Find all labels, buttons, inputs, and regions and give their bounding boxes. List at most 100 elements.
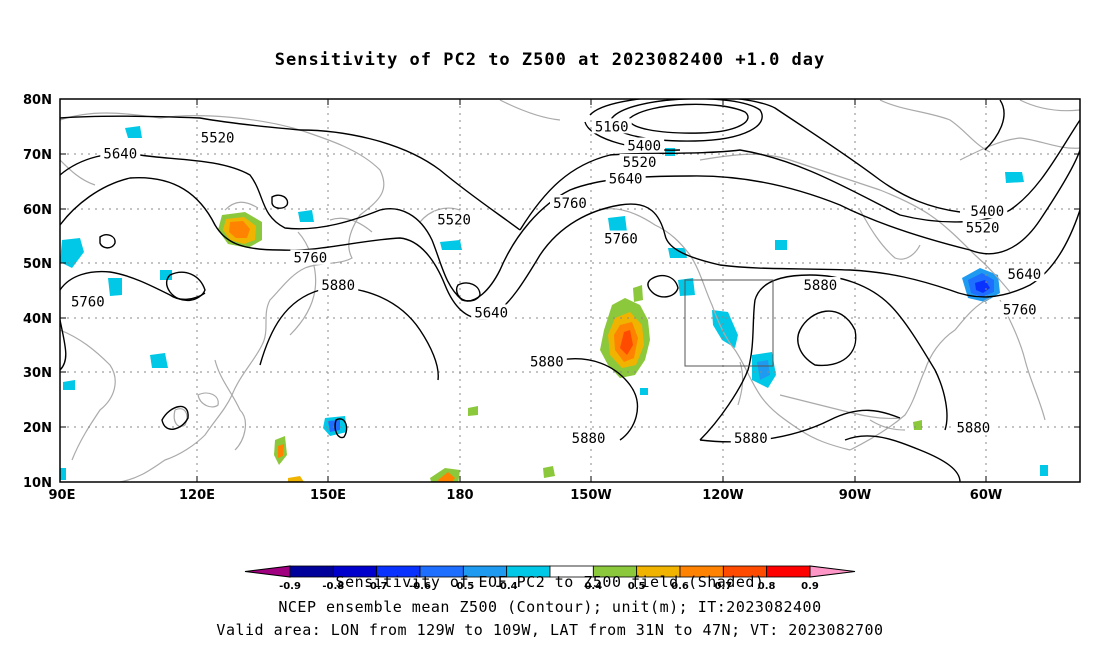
contour-5280	[609, 99, 763, 142]
contour-5760b	[60, 270, 206, 300]
caption-shading: Sensitivity of EOF PC2 to Z500 field (Sh…	[335, 573, 765, 591]
contour-label: 5880	[734, 431, 768, 447]
colorbar-label: 0.5	[628, 581, 646, 592]
shade-negative-region	[108, 278, 122, 296]
map-frame	[59, 98, 1081, 483]
contour-label: 5520	[623, 155, 657, 171]
longitude-labels: 90E 120E 150E 180 150W 120W 90W 60W	[49, 488, 1003, 503]
contour-label-bg	[953, 419, 994, 435]
contour-label: 5640	[474, 305, 508, 321]
coastlines	[60, 99, 1080, 482]
contour-label-bg	[800, 277, 841, 293]
sensitivity-shading	[60, 126, 1048, 482]
contour-5880j	[984, 99, 1005, 151]
colorbar-label: 0.9	[801, 581, 819, 592]
contour-label-bg	[550, 194, 590, 210]
contour-label-bg	[591, 118, 632, 134]
map-title: Sensitivity of PC2 to Z500 at 2023082400…	[274, 50, 826, 70]
contour-label-bg	[568, 430, 609, 446]
lon-label: 60W	[970, 488, 1002, 503]
contour-label-bg	[730, 430, 771, 446]
contour-label-bg	[962, 219, 1003, 235]
latitude-labels: 80N 70N 60N 50N 40N 30N 20N 10N	[23, 93, 52, 491]
z500-contours	[60, 99, 1080, 482]
lon-label: 90E	[49, 488, 76, 503]
contour-5880f	[797, 310, 857, 367]
contour-label-bg	[624, 137, 665, 153]
lon-label: 180	[446, 488, 473, 503]
contour-5160	[628, 103, 749, 134]
contour-label-bg	[1004, 266, 1045, 282]
colorbar-label: 0.6	[671, 581, 689, 592]
contour-label: 5760	[604, 232, 638, 248]
contour-label-bg	[605, 170, 646, 186]
shade-positive-region	[620, 330, 633, 355]
shade-negative-region	[60, 238, 84, 268]
contour-label-bg	[318, 277, 359, 293]
contour-5880h	[334, 418, 348, 439]
contour-label: 5760	[553, 196, 587, 212]
contour-5880e	[699, 409, 901, 443]
contour-label: 5760	[71, 294, 105, 310]
contour-label: 5400	[970, 204, 1004, 220]
contour-5640a	[60, 149, 1080, 302]
shade-negative-region	[60, 468, 66, 480]
shade-positive-region	[913, 420, 922, 430]
contour-5640b	[455, 282, 481, 302]
contour-5400b	[584, 121, 681, 151]
contour-label-bg	[471, 304, 512, 320]
shade-positive-region	[438, 472, 455, 482]
contour-5400	[589, 99, 961, 213]
contour-label: 5640	[1008, 267, 1042, 283]
contour-5880d	[699, 274, 948, 441]
contour-label-bg	[999, 301, 1040, 317]
shade-positive-region	[543, 466, 555, 478]
shade-negative-region	[665, 148, 675, 156]
contour-label: 5520	[966, 221, 1000, 237]
lon-label: 150W	[570, 488, 611, 503]
shade-negative-region	[640, 388, 648, 395]
shade-negative-region	[608, 216, 627, 232]
colorbar-label: 0.7	[714, 581, 732, 592]
colorbar-swatch	[809, 565, 856, 578]
colorbar-label: -0.5	[452, 581, 474, 592]
contour-5760c	[165, 271, 206, 302]
lon-label: 120W	[702, 488, 743, 503]
contour-label: 5640	[609, 171, 643, 187]
colorbar-label: 0.8	[758, 581, 776, 592]
colorbar-label: -0.4	[496, 581, 518, 592]
contour-label-bg	[434, 211, 475, 227]
contour-labels: 5520564051605400552056405760552057605880…	[67, 118, 1045, 447]
shade-positive-region	[468, 406, 478, 416]
contour-label-bg	[290, 249, 331, 265]
lat-label: 30N	[23, 366, 52, 381]
contour-label-bg	[100, 145, 141, 161]
lon-label: 120E	[179, 488, 215, 503]
lat-label: 60N	[23, 203, 52, 218]
contour-5520a	[60, 115, 301, 131]
lat-label: 50N	[23, 257, 52, 272]
shade-positive-region	[229, 221, 250, 238]
contour-label: 5520	[201, 130, 235, 146]
colorbar-labels: -0.9 -0.8 -0.7 -0.6 -0.5 -0.4 0.4 0.5 0.6 0.7 0.8 0…	[279, 581, 819, 592]
colorbar-label: -0.9	[279, 581, 301, 592]
shade-negative-region	[678, 278, 695, 296]
shade-negative-region	[712, 310, 738, 348]
contour-5880c	[559, 358, 639, 441]
lat-label: 70N	[23, 148, 52, 163]
shade-negative-region	[668, 248, 687, 258]
caption-contour: NCEP ensemble mean Z500 (Contour); unit(…	[278, 598, 822, 616]
shade-negative-region	[757, 360, 770, 380]
valid-area-box	[684, 279, 774, 367]
contour-label-bg	[601, 230, 641, 246]
contour-label: 5760	[294, 251, 328, 267]
contour-5640c	[271, 194, 289, 209]
contour-label: 5880	[804, 278, 838, 294]
colorbar-label: -0.8	[322, 581, 344, 592]
contour-5880a	[259, 287, 439, 381]
colorbar-label: 0.4	[584, 581, 602, 592]
contour-label: 5880	[572, 431, 606, 447]
caption-valid-area: Valid area: LON from 129W to 109W, LAT f…	[216, 621, 884, 639]
lat-label: 40N	[23, 312, 52, 327]
